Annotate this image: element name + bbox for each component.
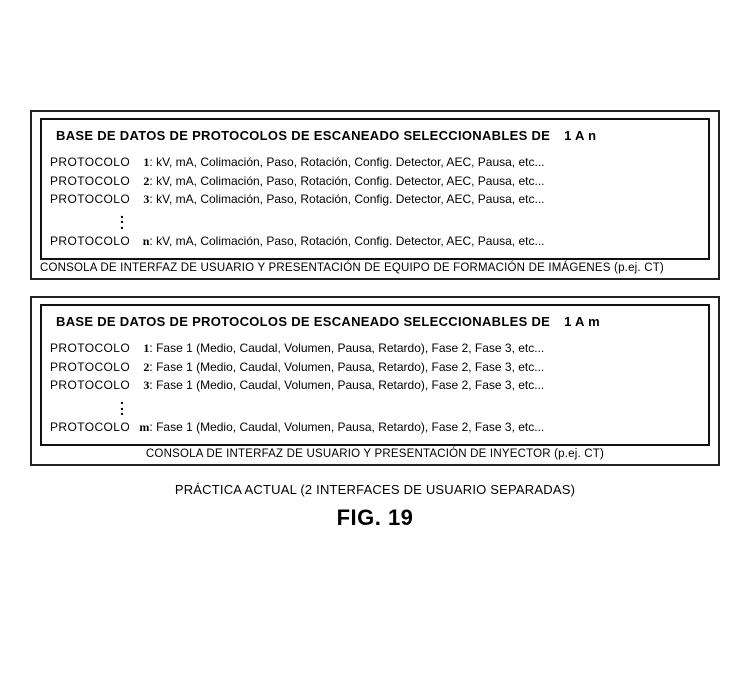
imaging-console-caption: CONSOLA DE INTERFAZ DE USUARIO Y PRESENT… [40, 262, 710, 274]
injector-console-panel: BASE DE DATOS DE PROTOCOLOS DE ESCANEADO… [30, 296, 720, 466]
protocol-params: : kV, mA, Colimación, Paso, Rotación, Co… [149, 234, 544, 248]
imaging-db-box: BASE DE DATOS DE PROTOCOLOS DE ESCANEADO… [40, 118, 710, 260]
imaging-db-title: BASE DE DATOS DE PROTOCOLOS DE ESCANEADO… [56, 128, 700, 143]
injector-db-title: BASE DE DATOS DE PROTOCOLOS DE ESCANEADO… [56, 314, 700, 329]
figure-canvas: BASE DE DATOS DE PROTOCOLOS DE ESCANEADO… [0, 0, 750, 692]
protocol-index: 2 [133, 358, 149, 377]
protocol-index: 2 [133, 172, 149, 191]
protocol-row: PROTOCOLO 1: Fase 1 (Medio, Caudal, Volu… [50, 339, 700, 358]
protocol-params: : kV, mA, Colimación, Paso, Rotación, Co… [149, 155, 544, 169]
imaging-db-title-prefix: BASE DE DATOS DE PROTOCOLOS DE ESCANEADO… [56, 128, 550, 143]
protocol-row: PROTOCOLO 2: kV, mA, Colimación, Paso, R… [50, 172, 700, 191]
figure-label: FIG. 19 [0, 505, 750, 531]
protocol-params: : Fase 1 (Medio, Caudal, Volumen, Pausa,… [149, 341, 544, 355]
protocol-params: : Fase 1 (Medio, Caudal, Volumen, Pausa,… [149, 360, 544, 374]
protocol-label: PROTOCOLO [50, 360, 130, 374]
injector-db-title-prefix: BASE DE DATOS DE PROTOCOLOS DE ESCANEADO… [56, 314, 550, 329]
imaging-db-title-range: 1 A n [564, 128, 596, 143]
protocol-params: : kV, mA, Colimación, Paso, Rotación, Co… [149, 174, 544, 188]
injector-console-caption: CONSOLA DE INTERFAZ DE USUARIO Y PRESENT… [40, 448, 710, 460]
protocol-row: PROTOCOLO m: Fase 1 (Medio, Caudal, Volu… [50, 418, 700, 437]
injector-db-title-range: 1 A m [564, 314, 600, 329]
protocol-label: PROTOCOLO [50, 378, 130, 392]
protocol-params: : kV, mA, Colimación, Paso, Rotación, Co… [149, 192, 544, 206]
protocol-row: PROTOCOLO 1: kV, mA, Colimación, Paso, R… [50, 153, 700, 172]
imaging-console-panel: BASE DE DATOS DE PROTOCOLOS DE ESCANEADO… [30, 110, 720, 280]
protocol-params: : Fase 1 (Medio, Caudal, Volumen, Pausa,… [149, 378, 544, 392]
protocol-index: 3 [133, 190, 149, 209]
protocol-row: PROTOCOLO 3: kV, mA, Colimación, Paso, R… [50, 190, 700, 209]
protocol-row: PROTOCOLO 2: Fase 1 (Medio, Caudal, Volu… [50, 358, 700, 377]
injector-db-box: BASE DE DATOS DE PROTOCOLOS DE ESCANEADO… [40, 304, 710, 446]
vertical-ellipsis-icon: ... [120, 397, 700, 414]
protocol-index: 3 [133, 376, 149, 395]
protocol-params: : Fase 1 (Medio, Caudal, Volumen, Pausa,… [149, 420, 544, 434]
protocol-label: PROTOCOLO [50, 234, 130, 248]
practice-caption: PRÁCTICA ACTUAL (2 INTERFACES DE USUARIO… [0, 482, 750, 497]
protocol-row: PROTOCOLO n: kV, mA, Colimación, Paso, R… [50, 232, 700, 251]
protocol-label: PROTOCOLO [50, 341, 130, 355]
protocol-index: m [133, 418, 149, 437]
protocol-index: 1 [133, 153, 149, 172]
vertical-ellipsis-icon: ... [120, 211, 700, 228]
protocol-label: PROTOCOLO [50, 192, 130, 206]
protocol-index: n [133, 232, 149, 251]
protocol-label: PROTOCOLO [50, 420, 130, 434]
protocol-label: PROTOCOLO [50, 155, 130, 169]
protocol-index: 1 [133, 339, 149, 358]
protocol-row: PROTOCOLO 3: Fase 1 (Medio, Caudal, Volu… [50, 376, 700, 395]
protocol-label: PROTOCOLO [50, 174, 130, 188]
